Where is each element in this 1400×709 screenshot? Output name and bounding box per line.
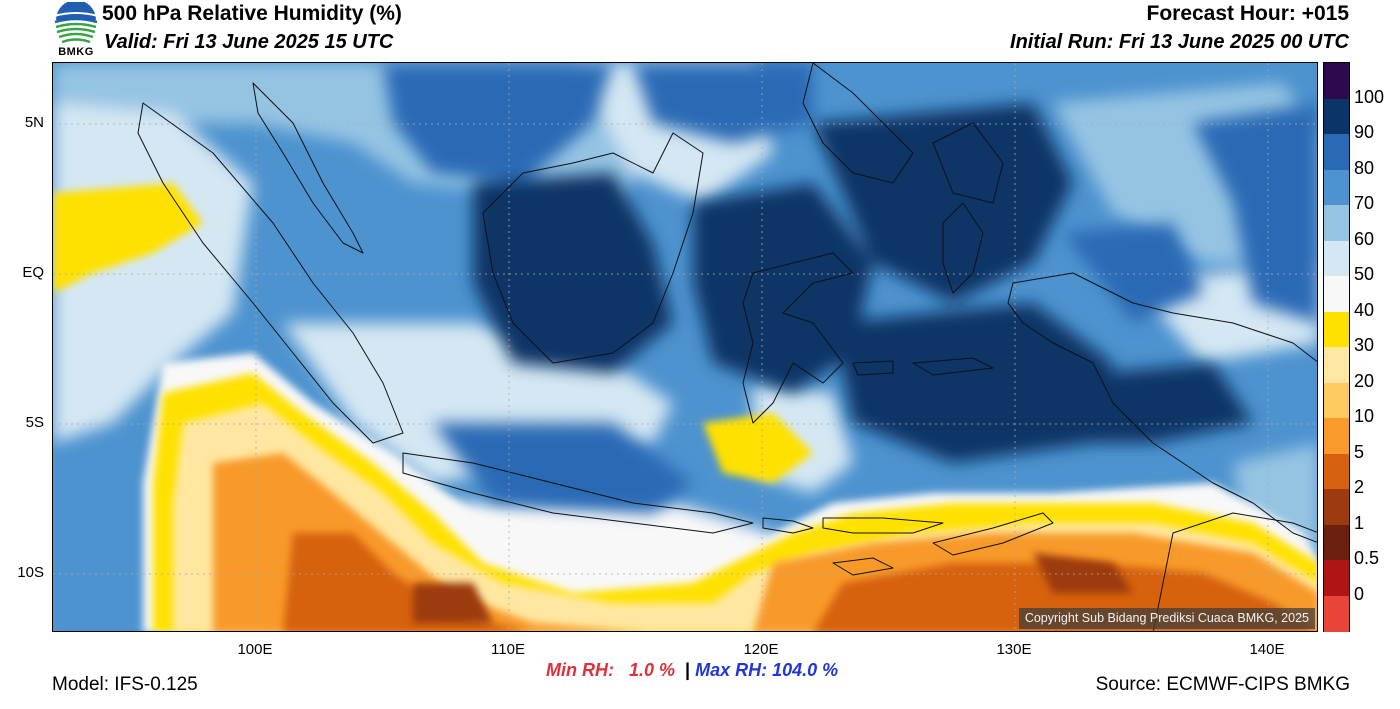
bmkg-logo-icon: [53, 2, 99, 44]
colorbar-label: 5: [1354, 441, 1365, 462]
lat-label: 5N: [24, 114, 44, 131]
colorbar-segment: [1324, 63, 1349, 99]
colorbar-label: 20: [1354, 370, 1375, 391]
colorbar-label: 40: [1354, 299, 1375, 320]
colorbar-segment: [1324, 347, 1349, 383]
colorbar-segment: [1324, 524, 1349, 561]
colorbar-label: 90: [1354, 122, 1375, 142]
lat-label: EQ: [22, 264, 44, 281]
colorbar-label: 30: [1354, 335, 1375, 355]
colorbar-segment: [1324, 560, 1349, 596]
logo-text: BMKG: [58, 46, 94, 58]
colorbar-segment: [1324, 418, 1349, 454]
colorbar-label: 60: [1354, 228, 1375, 249]
model-label: Model: IFS-0.125: [52, 674, 198, 695]
lon-label: 130E: [996, 641, 1032, 658]
colorbar-segment: [1324, 382, 1349, 419]
colorbar-label: 100: [1354, 86, 1385, 107]
colorbar-label: 1: [1354, 512, 1365, 533]
min-rh: Min RH: 1.0 %: [546, 660, 676, 680]
lon-label: 100E: [237, 641, 273, 658]
minmax-separator: |: [685, 660, 691, 680]
max-rh: Max RH: 104.0 %: [695, 660, 839, 680]
min-max-readout: Min RH: 1.0 % | Max RH: 104.0 %: [546, 660, 838, 681]
colorbar-segment: [1324, 169, 1349, 206]
colorbar-segment: [1324, 240, 1349, 277]
colorbar-label: 0: [1354, 583, 1365, 604]
lat-label: 5S: [25, 414, 44, 431]
humidity-field: [53, 63, 1317, 631]
colorbar-segment: [1324, 489, 1349, 525]
colorbar-label: 70: [1354, 193, 1375, 213]
initial-run: Initial Run: Fri 13 June 2025 00 UTC: [1010, 31, 1349, 53]
humidity-map: Copyright Sub Bidang Prediksi Cuaca BMKG…: [52, 62, 1318, 632]
colorbar-segment: [1324, 311, 1349, 348]
colorbar: [1323, 62, 1350, 632]
colorbar-segment: [1324, 276, 1349, 312]
colorbar-label: 0.5: [1354, 548, 1380, 568]
colorbar-segment: [1324, 595, 1349, 632]
colorbar-segment: [1324, 98, 1349, 135]
colorbar-label: 80: [1354, 157, 1375, 178]
lon-label: 120E: [743, 641, 779, 658]
colorbar-segment: [1324, 453, 1349, 490]
copyright-notice: Copyright Sub Bidang Prediksi Cuaca BMKG…: [1018, 608, 1315, 629]
source-label: Source: ECMWF-CIPS BMKG: [1095, 674, 1350, 695]
forecast-hour: Forecast Hour: +015: [1146, 2, 1350, 25]
colorbar-label: 50: [1354, 264, 1375, 284]
lon-label: 110E: [491, 641, 525, 658]
colorbar-segment: [1324, 205, 1349, 241]
lat-label: 10S: [17, 564, 44, 581]
valid-time: Valid: Fri 13 June 2025 15 UTC: [104, 31, 394, 53]
map-title: 500 hPa Relative Humidity (%): [102, 2, 402, 25]
colorbar-label: 10: [1354, 406, 1375, 426]
lon-label: 140E: [1249, 641, 1285, 658]
colorbar-segment: [1324, 134, 1349, 170]
colorbar-label: 2: [1354, 477, 1365, 497]
